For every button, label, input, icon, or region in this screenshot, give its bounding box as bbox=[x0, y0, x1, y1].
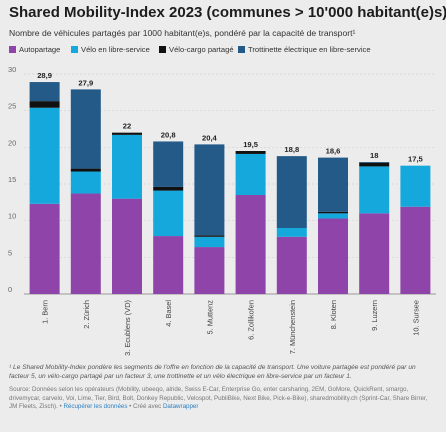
x-tick-label: 4. Basel bbox=[164, 300, 173, 327]
x-tick-label: 7. Münchenstein bbox=[288, 300, 297, 354]
bar-total-label: 18,8 bbox=[284, 145, 299, 154]
bar-segment bbox=[318, 157, 348, 212]
bar-segment bbox=[276, 156, 307, 228]
source-text: Source: Données selon les opérateurs (Mo… bbox=[9, 386, 428, 411]
bar-segment bbox=[318, 211, 348, 214]
y-tick-label: 0 bbox=[8, 285, 12, 294]
bar-total-label: 18 bbox=[370, 151, 378, 160]
created-with-text: Créé avec bbox=[133, 403, 162, 411]
bar-segment bbox=[153, 236, 184, 294]
bar-segment bbox=[400, 165, 431, 207]
bar-segment bbox=[70, 89, 101, 169]
legend-label: Vélo-cargo partagé bbox=[169, 45, 234, 54]
bar-segment bbox=[194, 235, 225, 237]
bar-segment bbox=[70, 193, 101, 294]
bar-segment bbox=[276, 228, 307, 237]
bar-segment bbox=[153, 190, 184, 237]
bar-segment bbox=[235, 153, 266, 195]
bar-segment bbox=[194, 236, 225, 248]
chart-title: Shared Mobility-Index 2023 (communes > 1… bbox=[9, 4, 446, 21]
x-tick-label: 5. Muttenz bbox=[205, 300, 214, 335]
legend-swatch bbox=[159, 46, 166, 53]
bar-segment bbox=[359, 162, 390, 163]
y-tick-label: 15 bbox=[8, 175, 16, 184]
legend-swatch bbox=[9, 46, 16, 53]
x-tick-label: 9. Luzern bbox=[370, 300, 379, 331]
bar-segment bbox=[359, 162, 390, 167]
bar-total-label: 28,9 bbox=[37, 71, 52, 80]
x-tick-label: 1. Bern bbox=[41, 300, 50, 324]
x-tick-label: 8. Kloten bbox=[329, 300, 338, 329]
legend: Autopartage Vélo en libre-service Vélo-c… bbox=[9, 45, 439, 57]
bar-segment bbox=[194, 144, 225, 236]
x-tick-label: 6. Zollikofen bbox=[247, 300, 256, 340]
footnote: ¹ Le Shared Mobility-Index pondère les s… bbox=[9, 364, 416, 380]
bar-segment bbox=[112, 132, 142, 135]
source-separator: • bbox=[127, 403, 134, 411]
bar-segment bbox=[153, 186, 184, 191]
bar-total-label: 17,5 bbox=[408, 155, 424, 164]
bar-segment bbox=[153, 141, 184, 187]
bar-segment bbox=[29, 203, 60, 294]
bar-segment bbox=[70, 168, 101, 172]
x-tick-label: 10. Sursee bbox=[411, 300, 420, 336]
bar-segment bbox=[29, 82, 60, 102]
bar-chart: 0 5 10 15 20 25 30 28,9 1. Bern 27,9 2. Zürich 22 3.… bbox=[8, 65, 436, 356]
download-data-link[interactable]: Récupérer les données bbox=[63, 403, 128, 411]
legend-item-velo-cargo: Vélo-cargo partagé bbox=[159, 45, 234, 54]
legend-item-trottinette: Trottinette électrique en libre-service bbox=[238, 45, 371, 54]
bar-segment bbox=[70, 171, 101, 194]
y-tick-label: 10 bbox=[8, 212, 16, 221]
source-note: Source: Données selon les opérateurs (Mo… bbox=[9, 386, 437, 412]
bar-segment bbox=[112, 198, 142, 294]
bar-segment bbox=[29, 107, 60, 204]
bar-segment bbox=[359, 166, 390, 214]
bar-segment bbox=[318, 218, 348, 294]
bar-segment bbox=[235, 151, 266, 154]
y-tick-label: 20 bbox=[8, 138, 16, 147]
datawrapper-link[interactable]: Datawrapper bbox=[162, 403, 199, 411]
x-tick-label: 2. Zürich bbox=[82, 300, 91, 329]
bar-total-label: 22 bbox=[123, 122, 131, 131]
chart-subtitle: Nombre de véhicules partagés par 1000 ha… bbox=[9, 28, 356, 38]
bar-segment bbox=[194, 247, 225, 294]
legend-label: Trottinette électrique en libre-service bbox=[248, 45, 371, 54]
y-tick-label: 25 bbox=[8, 102, 16, 111]
bar-segment bbox=[318, 213, 348, 219]
bar-total-label: 18,6 bbox=[326, 147, 341, 156]
bar-total-label: 27,9 bbox=[78, 78, 93, 87]
y-tick-label: 30 bbox=[8, 65, 16, 74]
y-tick-label: 5 bbox=[8, 248, 12, 257]
bar-segment bbox=[112, 134, 142, 199]
bar-total-label: 19,5 bbox=[243, 140, 259, 149]
bar-total-label: 20,8 bbox=[161, 130, 176, 139]
legend-swatch bbox=[71, 46, 78, 53]
legend-swatch bbox=[238, 46, 245, 53]
legend-label: Vélo en libre-service bbox=[81, 45, 150, 54]
x-tick-label: 3. Ecublens (VD) bbox=[123, 300, 132, 356]
legend-item-autopartage: Autopartage bbox=[9, 45, 60, 54]
bar-segment bbox=[359, 213, 390, 294]
bar-segment bbox=[400, 206, 431, 294]
bar-segment bbox=[235, 195, 266, 294]
legend-item-velo: Vélo en libre-service bbox=[71, 45, 150, 54]
bar-total-label: 20,4 bbox=[202, 133, 218, 142]
bar-segment bbox=[29, 101, 60, 108]
bar-segment bbox=[276, 236, 307, 294]
legend-label: Autopartage bbox=[19, 45, 61, 54]
